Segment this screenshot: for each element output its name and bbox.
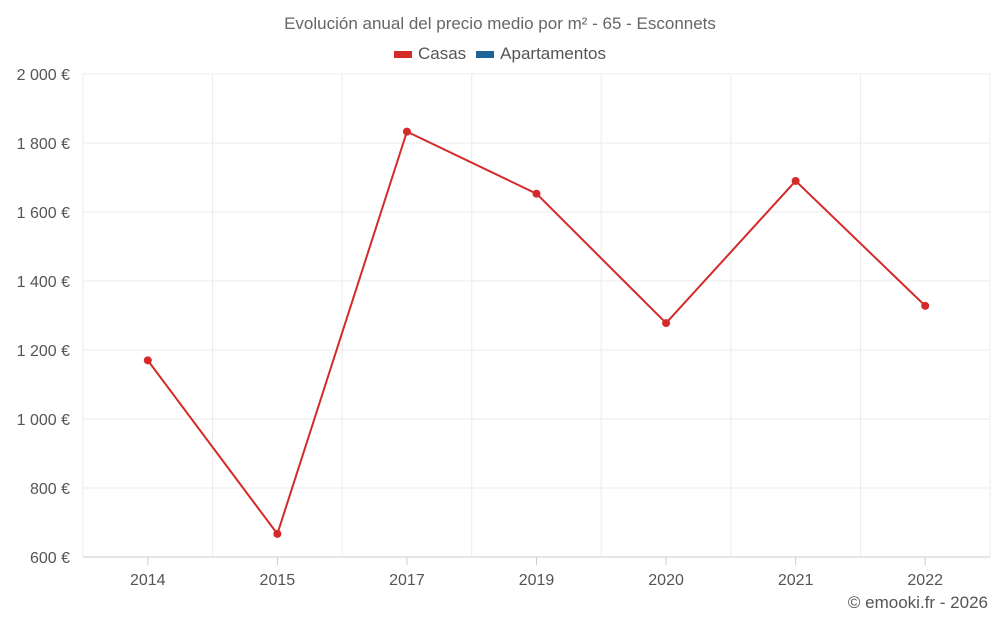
x-tick-label: 2022: [907, 572, 943, 589]
x-tick-label: 2021: [778, 572, 814, 589]
x-tick-label: 2020: [648, 572, 684, 589]
credit-text: © emooki.fr - 2026: [847, 593, 988, 612]
x-tick-label: 2019: [519, 572, 555, 589]
x-tick-label: 2015: [260, 572, 296, 589]
y-tick-label: 1 000 €: [17, 412, 70, 429]
data-point-casas: [791, 176, 800, 185]
x-tick-label: 2014: [130, 572, 166, 589]
legend-swatch-casas: [393, 50, 412, 58]
legend-item-casas[interactable]: Casas: [393, 44, 467, 64]
legend: Casas Apartamentos: [0, 44, 1000, 64]
data-point-casas: [143, 356, 152, 365]
y-tick-label: 1 400 €: [17, 274, 70, 291]
data-point-casas: [532, 189, 541, 198]
y-tick-label: 800 €: [30, 481, 70, 498]
data-point-casas: [662, 319, 671, 328]
y-tick-label: 600 €: [30, 550, 70, 567]
y-tick-label: 1 800 €: [17, 136, 70, 153]
data-point-casas: [402, 127, 411, 136]
chart-title: Evolución anual del precio medio por m² …: [284, 14, 716, 33]
legend-label-apartamentos: Apartamentos: [500, 44, 607, 63]
legend-item-apartamentos[interactable]: Apartamentos: [476, 44, 606, 64]
legend-swatch-apartamentos: [476, 50, 495, 58]
y-tick-label: 2 000 €: [17, 67, 70, 84]
data-point-casas: [273, 529, 282, 538]
data-point-casas: [921, 301, 930, 310]
y-tick-label: 1 200 €: [17, 343, 70, 360]
x-tick-label: 2017: [389, 572, 425, 589]
legend-label-casas: Casas: [417, 44, 467, 63]
y-tick-label: 1 600 €: [17, 205, 70, 222]
